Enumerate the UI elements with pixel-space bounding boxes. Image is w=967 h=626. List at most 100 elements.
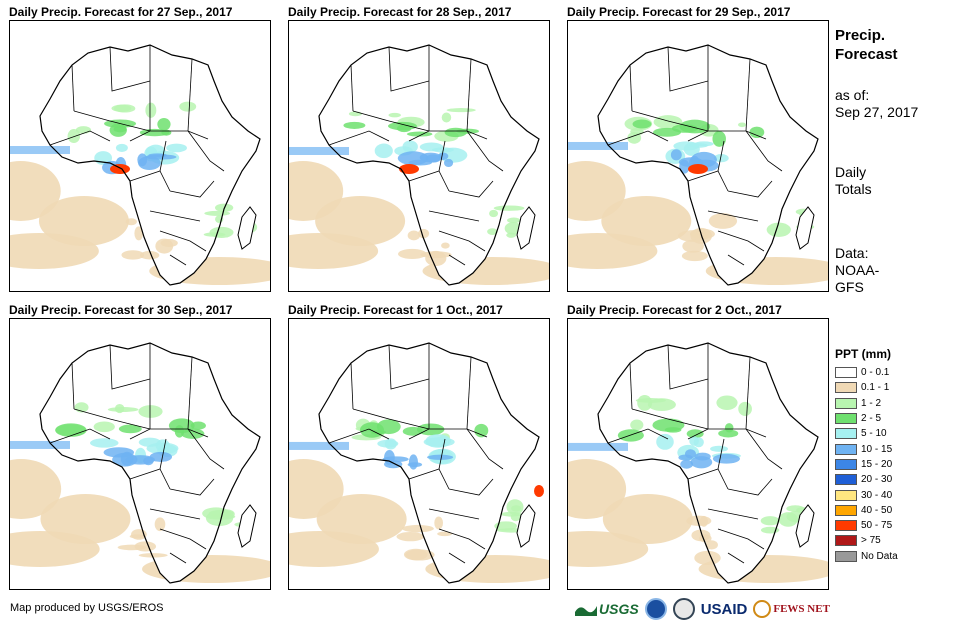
precip-map (288, 318, 550, 590)
sidebar-title-line: Precip. (835, 27, 886, 44)
precip-area (166, 143, 187, 153)
country-border (466, 58, 472, 132)
country-border (727, 552, 745, 564)
dry-ocean-patch (40, 494, 131, 544)
precip-area (699, 515, 708, 527)
precip-area (690, 456, 713, 469)
legend-item: 2 - 5 (835, 411, 960, 426)
fews-logo-text: FEWS NET (773, 603, 830, 615)
legend-swatch (835, 367, 857, 379)
legend-swatch (835, 550, 857, 562)
precip-area (738, 401, 752, 417)
precip-area (689, 436, 699, 446)
precip-area (434, 516, 444, 530)
country-border (159, 140, 167, 172)
dry-ocean-patch (38, 196, 129, 246)
precip-area (712, 453, 740, 464)
precip-area (425, 250, 447, 267)
madagascar-outline (516, 504, 536, 548)
precip-area (419, 152, 442, 163)
legend-rows: 0 - 0.1 0.1 - 1 1 - 2 2 - 5 5 - 10 10 - 15 15 … (835, 365, 960, 564)
legend-swatch (835, 413, 857, 425)
country-border (631, 110, 709, 132)
usgs-wave-icon (575, 606, 597, 616)
dry-ocean-patch (602, 494, 693, 544)
totals-note: Daily Totals (835, 164, 872, 198)
country-border (328, 130, 390, 146)
precip-legend: PPT (mm) 0 - 0.1 0.1 - 1 1 - 2 2 - 5 5 - 10 1… (835, 347, 960, 564)
state-seal-logo (672, 598, 695, 620)
precip-area (377, 439, 399, 448)
country-border (408, 428, 488, 440)
country-border (448, 478, 494, 496)
madagascar-outline (795, 504, 815, 548)
dry-ocean-patch (601, 196, 692, 246)
precip-area (673, 141, 700, 151)
country-border (448, 254, 466, 266)
legend-label: 15 - 20 (861, 458, 893, 470)
noaa-seal-icon (644, 598, 667, 620)
precip-area (670, 149, 682, 161)
precip-area (138, 437, 161, 447)
legend-item: 30 - 40 (835, 487, 960, 502)
totals-line: Daily (835, 164, 867, 180)
country-border (187, 356, 193, 430)
precip-area (691, 529, 711, 542)
legend-item: 50 - 75 (835, 518, 960, 533)
country-border (352, 110, 430, 132)
legend-item: 10 - 15 (835, 441, 960, 456)
country-border (727, 254, 745, 266)
precip-area (437, 531, 453, 537)
madagascar-outline (516, 206, 536, 250)
precip-area (712, 130, 726, 147)
country-border (466, 130, 504, 172)
country-border (129, 130, 209, 142)
precip-area (190, 421, 206, 430)
country-border (408, 130, 488, 142)
precip-area (209, 226, 234, 238)
country-border (631, 408, 709, 430)
madagascar-outline (237, 504, 257, 548)
precip-area (401, 524, 434, 533)
legend-title: PPT (mm) (835, 347, 892, 361)
precip-area (705, 540, 718, 550)
precip-area (125, 218, 137, 226)
country-border (629, 362, 633, 410)
precip-area (423, 437, 455, 447)
legend-label: > 75 (861, 535, 881, 547)
legend-label: 2 - 5 (861, 413, 882, 425)
sidebar-title: Precip. Forecast (835, 26, 898, 64)
legend-item: No Data (835, 549, 960, 564)
africa-coastline (597, 44, 819, 286)
precip-area (718, 429, 739, 438)
country-border (466, 356, 472, 430)
legend-label: 10 - 15 (861, 443, 893, 455)
country-border (438, 438, 446, 470)
precip-area (419, 142, 444, 152)
dry-ocean-patch (10, 459, 62, 519)
precip-map (9, 318, 271, 590)
country-border (466, 428, 504, 470)
legend-label: 40 - 50 (861, 504, 893, 516)
precip-area (93, 421, 115, 433)
country-border (73, 110, 151, 132)
precip-area (766, 222, 791, 237)
precip-area (443, 158, 454, 168)
legend-item: 0.1 - 1 (835, 380, 960, 395)
country-border (49, 130, 111, 146)
precip-area (138, 405, 163, 418)
sidebar-title-line: Forecast (835, 46, 898, 63)
precip-area (653, 115, 683, 129)
legend-label: 30 - 40 (861, 489, 893, 501)
data-source-line: Data: (835, 245, 869, 261)
data-source-line: NOAA- (835, 262, 880, 278)
precip-area (441, 112, 452, 123)
data-source: Data: NOAA- GFS (835, 245, 879, 296)
country-border (350, 64, 354, 112)
country-border (687, 130, 767, 142)
africa-coastline (318, 44, 540, 286)
precip-area (418, 228, 430, 239)
partner-logos: USGS USAID FEWS NET (575, 596, 836, 622)
precip-area (138, 553, 168, 558)
panel-title: Daily Precip. Forecast for 30 Sep., 2017 (9, 303, 233, 317)
